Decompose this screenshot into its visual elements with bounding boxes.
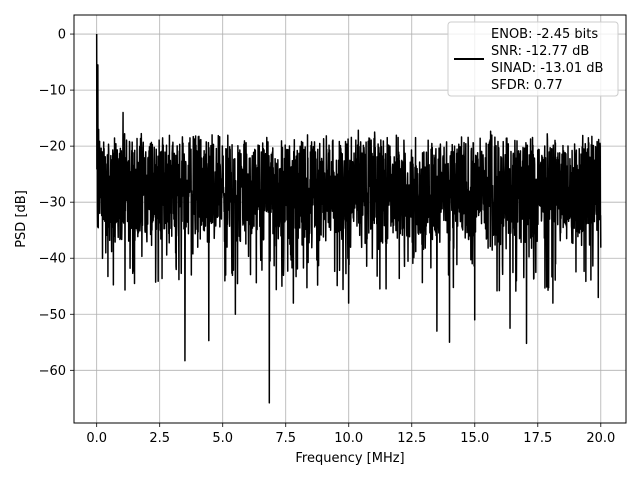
x-axis-ticks: 0.0 2.5 5.0 7.5 10.0 12.5 15.0 17.5 20.0	[86, 423, 615, 446]
legend: ENOB: -2.45 bits SNR: -12.77 dB SINAD: -…	[447, 21, 619, 97]
psd-series-line	[95, 34, 602, 404]
x-tick-label: 7.5	[275, 431, 296, 446]
y-axis-ticks: 0 −10 −20 −30 −40 −50 −60	[39, 28, 74, 379]
y-tick-label: −40	[39, 252, 66, 267]
plot-frame	[73, 14, 627, 424]
x-tick-label: 15.0	[460, 431, 489, 446]
y-tick-label: −60	[39, 364, 66, 379]
y-tick-label: −10	[39, 84, 66, 99]
x-tick-label: 10.0	[334, 431, 363, 446]
y-tick-label: 0	[58, 28, 66, 43]
x-tick-label: 17.5	[523, 431, 552, 446]
legend-box	[447, 21, 619, 97]
x-tick-label: 20.0	[586, 431, 615, 446]
y-tick-label: −50	[39, 308, 66, 323]
x-axis-label: Frequency [MHz]	[295, 451, 404, 466]
series-group	[95, 34, 602, 404]
y-tick-label: −20	[39, 140, 66, 155]
y-tick-label: −30	[39, 196, 66, 211]
x-tick-label: 2.5	[149, 431, 170, 446]
legend-entry-snr: SNR: -12.77 dB	[491, 44, 589, 59]
x-tick-label: 5.0	[212, 431, 233, 446]
x-tick-label: 0.0	[86, 431, 107, 446]
x-tick-label: 12.5	[397, 431, 426, 446]
legend-entry-sinad: SINAD: -13.01 dB	[491, 61, 603, 76]
legend-entry-sfdr: SFDR: 0.77	[491, 78, 563, 93]
y-axis-label: PSD [dB]	[14, 190, 29, 248]
legend-entry-enob: ENOB: -2.45 bits	[491, 27, 598, 42]
